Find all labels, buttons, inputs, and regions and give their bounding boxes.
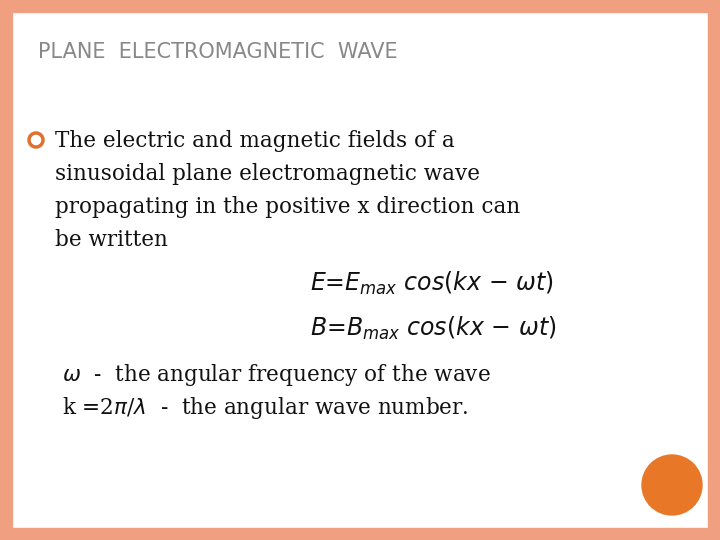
- Text: The electric and magnetic fields of a: The electric and magnetic fields of a: [55, 130, 455, 152]
- Bar: [0, 0, 12, 540]
- Bar: [0, 528, 720, 540]
- Text: $\omega$  -  the angular frequency of the wave: $\omega$ - the angular frequency of the …: [62, 362, 491, 388]
- Circle shape: [642, 455, 702, 515]
- Text: PLANE  ELECTROMAGNETIC  WAVE: PLANE ELECTROMAGNETIC WAVE: [38, 42, 397, 62]
- Text: $\mathit{B}$=$\mathit{B}_{max}$ $\mathit{cos(kx\ \mathrm{-}\ \omega t)}$: $\mathit{B}$=$\mathit{B}_{max}$ $\mathit…: [310, 315, 557, 342]
- Bar: [708, 0, 720, 540]
- Text: sinusoidal plane electromagnetic wave: sinusoidal plane electromagnetic wave: [55, 163, 480, 185]
- Text: propagating in the positive x direction can: propagating in the positive x direction …: [55, 196, 521, 218]
- Bar: [0, 0, 720, 12]
- Text: $\mathit{E}$=$\mathit{E}_{max}$ $\mathit{cos(kx\ \mathrm{-}\ \omega t)}$: $\mathit{E}$=$\mathit{E}_{max}$ $\mathit…: [310, 270, 554, 297]
- Text: be written: be written: [55, 229, 168, 251]
- Text: k =2$\pi$/$\lambda$  -  the angular wave number.: k =2$\pi$/$\lambda$ - the angular wave n…: [62, 395, 469, 421]
